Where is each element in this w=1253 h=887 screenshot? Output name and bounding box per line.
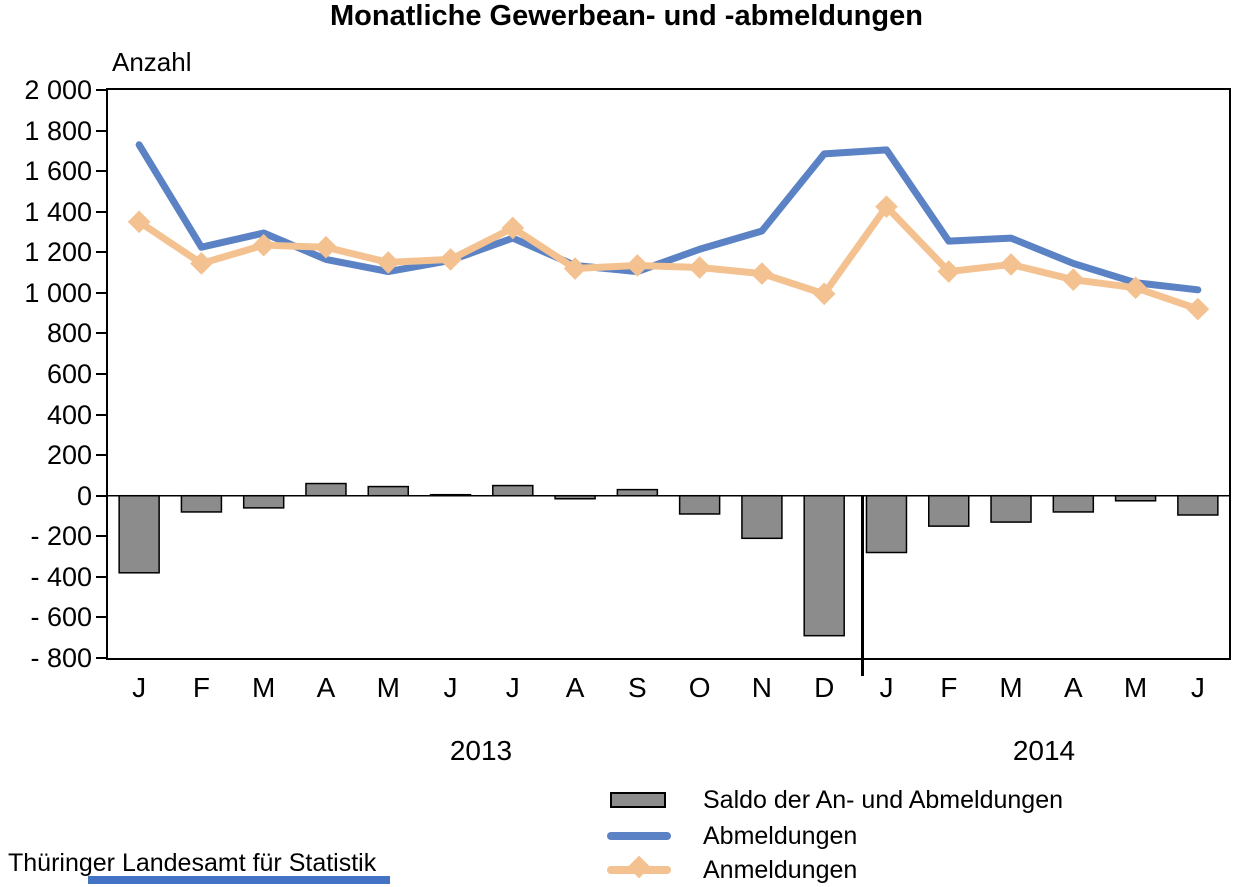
saldo-bar: [242, 494, 285, 509]
anmeldungen-marker: [376, 251, 400, 274]
y-tick-label: 1 200: [24, 237, 92, 268]
saldo-bar: [741, 494, 783, 540]
x-month-label: O: [688, 672, 711, 703]
bottom-accent-bar: [88, 876, 390, 884]
y-tick-mark: [96, 291, 106, 294]
saldo-bar: [118, 494, 160, 574]
x-month-label: J: [505, 672, 520, 703]
saldo-bar: [1114, 494, 1157, 502]
y-tick-label: - 400: [30, 561, 92, 592]
anmeldungen-marker: [999, 253, 1023, 276]
y-tick-mark: [96, 616, 106, 619]
y-tick-mark: [96, 332, 106, 335]
abmeldungen-line: [135, 141, 1202, 294]
chart-canvas: [108, 141, 1229, 637]
y-tick-mark: [96, 373, 106, 375]
legend-label-abmeldungen: Abmeldungen: [703, 822, 858, 850]
x-month-label: M: [376, 672, 400, 703]
y-tick-label: 200: [46, 440, 92, 471]
y-tick-mark: [96, 535, 106, 538]
source-note: Thüringer Landesamt für Statistik: [8, 849, 377, 877]
y-tick-label: 400: [46, 399, 92, 430]
saldo-bar: [616, 488, 659, 497]
y-tick-label: 1 400: [24, 196, 92, 227]
y-tick-label: 1 600: [24, 156, 92, 187]
y-tick-mark: [96, 657, 106, 659]
x-month-label: J: [1190, 672, 1205, 703]
y-tick-mark: [96, 210, 106, 213]
saldo-bar: [305, 482, 347, 497]
x-month-label: A: [1063, 672, 1083, 703]
saldo-bar-swatch-icon: [610, 792, 666, 808]
anmeldungen-marker: [252, 233, 276, 257]
anmeldungen-marker: [439, 248, 462, 271]
x-month-label: A: [565, 672, 585, 703]
year-divider-line: [861, 495, 865, 676]
year-label-2014: 2014: [1012, 735, 1076, 766]
y-tick-mark: [96, 89, 106, 91]
y-tick-mark: [96, 454, 106, 457]
saldo-bar: [367, 485, 409, 497]
x-month-label: J: [132, 672, 147, 703]
anmeldungen-diamond-marker-icon: [627, 855, 651, 879]
anmeldungen-marker: [937, 260, 961, 283]
y-tick-label: 1 800: [24, 115, 92, 146]
x-month-label: F: [940, 672, 958, 703]
x-month-label: N: [751, 672, 773, 703]
anmeldungen-marker: [688, 256, 711, 279]
saldo-bar: [1052, 494, 1095, 513]
saldo-bar: [928, 494, 970, 527]
legend-label-anmeldungen: Anmeldungen: [703, 856, 858, 884]
y-axis-title: Anzahl: [112, 47, 192, 77]
y-tick-label: 1 000: [24, 277, 92, 308]
y-tick-label: 2 000: [24, 75, 92, 105]
chart-title: Monatliche Gewerbean- und -abmeldungen: [330, 0, 923, 32]
anmeldungen-marker: [190, 252, 213, 275]
x-month-label: J: [443, 672, 458, 703]
anmeldungen-marker: [1186, 297, 1210, 321]
saldo-bar: [803, 494, 845, 637]
y-tick-mark: [96, 413, 106, 416]
x-month-label: M: [999, 672, 1023, 703]
saldo-bar: [180, 494, 223, 513]
x-month-label: M: [252, 672, 276, 703]
y-tick-mark: [96, 575, 106, 578]
y-tick-label: 800: [46, 318, 92, 349]
x-month-label: S: [628, 672, 647, 703]
y-tick-mark: [96, 251, 106, 254]
x-month-label: M: [1123, 672, 1148, 703]
x-month-label: D: [814, 672, 835, 703]
anmeldungen-marker: [1124, 276, 1147, 300]
y-tick-mark: [96, 494, 106, 497]
legend-label-saldo: Saldo der An- und Abmeldungen: [703, 786, 1063, 814]
anmeldungen-marker: [750, 262, 774, 285]
x-month-label: F: [192, 672, 210, 703]
saldo-bar: [865, 494, 908, 554]
y-tick-label: - 800: [30, 643, 92, 673]
plot-area: [106, 88, 1231, 660]
year-label-2013: 2013: [449, 735, 513, 766]
saldo-bar: [678, 494, 721, 515]
y-tick-mark: [96, 170, 106, 173]
saldo-bar: [990, 494, 1032, 523]
saldo-bar: [492, 484, 534, 497]
anmeldungen-marker: [1061, 268, 1085, 291]
y-tick-label: 600: [46, 359, 92, 389]
abmeldungen-line-swatch-icon: [607, 832, 671, 840]
y-tick-label: - 200: [30, 521, 92, 552]
anmeldungen-marker: [563, 257, 587, 280]
x-month-label: A: [316, 672, 336, 703]
x-month-label: J: [879, 672, 894, 703]
y-tick-mark: [96, 129, 106, 132]
y-tick-label: - 600: [30, 602, 92, 633]
y-tick-label: 0: [76, 480, 92, 511]
saldo-bar: [1177, 494, 1219, 516]
